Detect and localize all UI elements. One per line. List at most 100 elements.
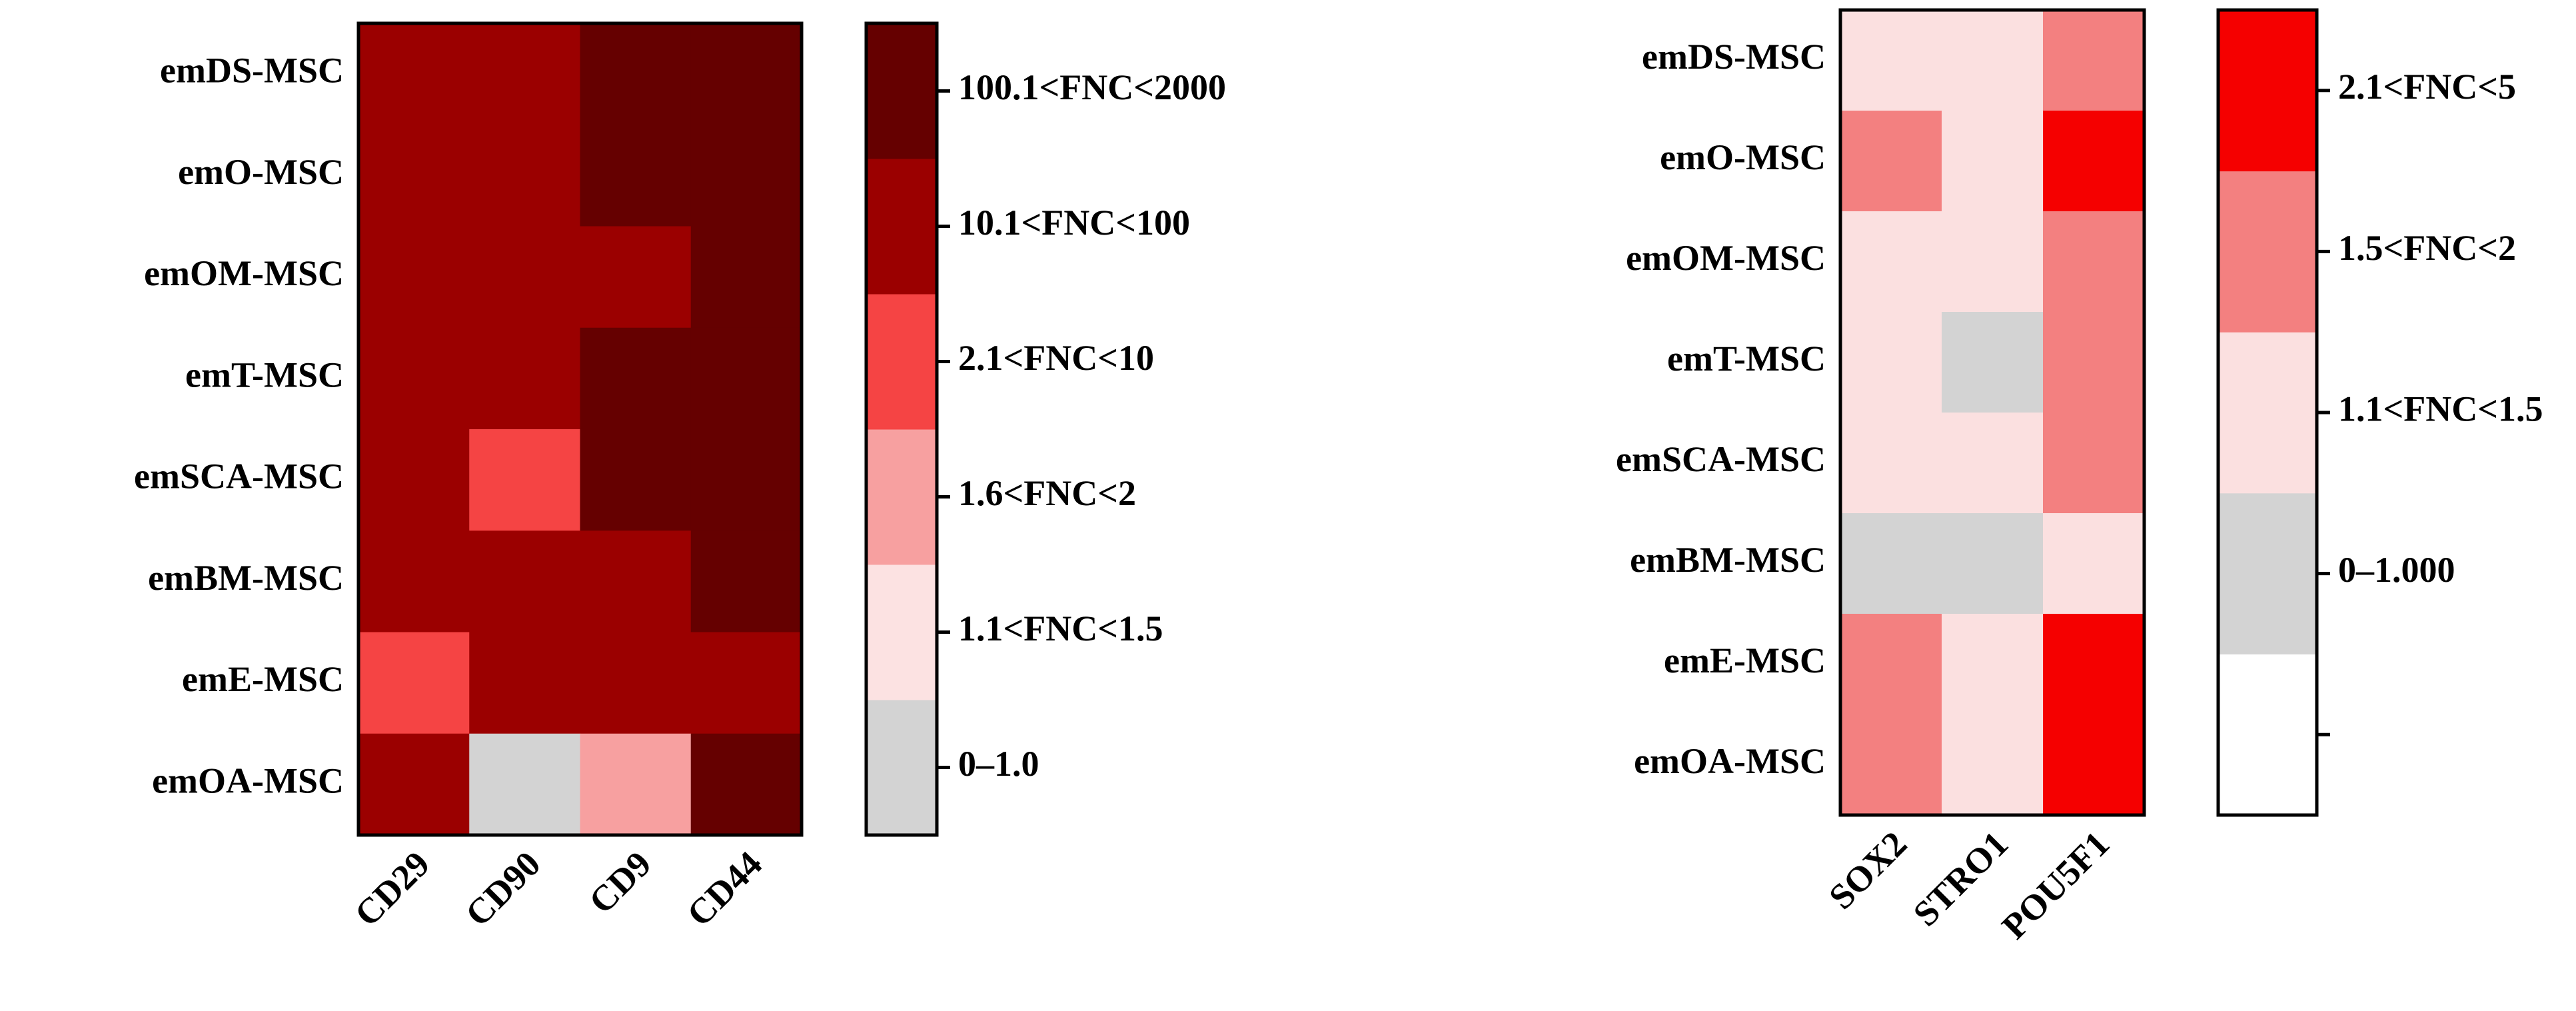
- row-label: emSCA-MSC: [134, 457, 344, 497]
- legend-bin: [866, 159, 937, 295]
- column-label: SOX2: [1821, 824, 1914, 917]
- heatmap-cell: [1942, 111, 2044, 212]
- heatmap-cell: [2043, 614, 2145, 715]
- legend-bin: [2218, 332, 2317, 494]
- heatmap-cell: [469, 530, 580, 632]
- heatmap-cell: [1840, 211, 1942, 313]
- row-label: emO-MSC: [178, 152, 344, 192]
- row-label: emOM-MSC: [144, 253, 344, 293]
- heatmap-cell: [469, 429, 580, 531]
- heatmap-cell: [358, 23, 470, 125]
- row-label: emBM-MSC: [1630, 540, 1826, 580]
- legend-bin: [2218, 493, 2317, 654]
- heatmap-cell: [2043, 413, 2145, 514]
- column-label: CD44: [679, 844, 770, 934]
- heatmap-cell: [580, 23, 692, 125]
- column-label: CD9: [581, 844, 659, 922]
- heatmap-cell: [1942, 10, 2044, 111]
- heatmap-cell: [469, 733, 580, 836]
- legend-bin: [866, 23, 937, 159]
- heatmap-cell: [580, 327, 692, 430]
- legend-label: 1.5<FNC<2: [2338, 228, 2516, 268]
- heatmap-cell: [1942, 714, 2044, 816]
- heatmap-cell: [690, 23, 802, 125]
- heatmap-cell: [358, 226, 470, 329]
- legend-label: 10.1<FNC<100: [958, 203, 1190, 243]
- row-label: emT-MSC: [1667, 339, 1826, 379]
- legend-label: 0–1.0: [958, 744, 1039, 784]
- legend-border: [864, 21, 939, 837]
- legend-bin: [2218, 171, 2317, 333]
- heatmap-cell: [469, 23, 580, 125]
- legend-label: 1.1<FNC<1.5: [958, 608, 1163, 648]
- heatmap-cell: [358, 125, 470, 227]
- row-label: emBM-MSC: [148, 558, 344, 598]
- row-label: emDS-MSC: [160, 51, 344, 91]
- row-label: emE-MSC: [1664, 640, 1826, 680]
- row-label: emT-MSC: [185, 355, 344, 395]
- heatmap-cell: [580, 125, 692, 227]
- legend-label: 1.1<FNC<1.5: [2338, 389, 2543, 429]
- heatmap-cell: [469, 327, 580, 430]
- heatmap-border: [1838, 8, 2146, 817]
- heatmap-cell: [580, 733, 692, 836]
- row-label: emDS-MSC: [1642, 37, 1826, 77]
- row-label: emO-MSC: [1660, 137, 1826, 177]
- legend-bin: [866, 700, 937, 836]
- heatmap-cell: [358, 733, 470, 836]
- heatmap-cell: [1942, 413, 2044, 514]
- heatmap-cell: [690, 632, 802, 734]
- legend-bin: [866, 564, 937, 700]
- heatmap-border: [356, 21, 804, 837]
- row-label: emOA-MSC: [152, 760, 344, 800]
- heatmap-cell: [1840, 614, 1942, 715]
- heatmap-cell: [358, 530, 470, 632]
- heatmap-cell: [580, 226, 692, 329]
- heatmap-cell: [1942, 513, 2044, 614]
- legend-border: [2216, 8, 2319, 817]
- heatmap-cell: [1942, 614, 2044, 715]
- column-label: CD90: [458, 844, 548, 934]
- heatmap-cell: [580, 429, 692, 531]
- heatmap-cell: [1840, 513, 1942, 614]
- heatmap-cell: [580, 632, 692, 734]
- heatmap-cell: [469, 125, 580, 227]
- row-label: emOA-MSC: [1634, 741, 1826, 781]
- row-label: emOM-MSC: [1626, 238, 1826, 278]
- heatmap-cell: [2043, 312, 2145, 413]
- heatmap-cell: [690, 530, 802, 632]
- row-label: emE-MSC: [182, 659, 344, 699]
- heatmap-cell: [690, 429, 802, 531]
- heatmap-cell: [2043, 10, 2145, 111]
- heatmap-cell: [1942, 312, 2044, 413]
- heatmap-cell: [469, 632, 580, 734]
- heatmap-cell: [469, 226, 580, 329]
- heatmap-cell: [2043, 714, 2145, 816]
- column-label: POU5F1: [1994, 824, 2118, 947]
- legend-bin: [2218, 654, 2317, 816]
- column-label: CD29: [347, 844, 438, 934]
- heatmap-cell: [2043, 211, 2145, 313]
- heatmap-cell: [2043, 111, 2145, 212]
- heatmap-cell: [2043, 513, 2145, 614]
- heatmap-cell: [1840, 111, 1942, 212]
- legend-label: 0–1.000: [2338, 550, 2455, 590]
- heatmap-cell: [1840, 714, 1942, 816]
- heatmap-cell: [1840, 10, 1942, 111]
- heatmap-cell: [690, 733, 802, 836]
- legend-bin: [866, 294, 937, 430]
- heatmap-cell: [358, 429, 470, 531]
- legend-bin: [866, 429, 937, 565]
- row-label: emSCA-MSC: [1616, 439, 1826, 479]
- legend-label: 2.1<FNC<10: [958, 338, 1154, 378]
- heatmap-cell: [580, 530, 692, 632]
- heatmap-cell: [358, 632, 470, 734]
- heatmap-cell: [1840, 413, 1942, 514]
- heatmap-cell: [358, 327, 470, 430]
- heatmap-cell: [690, 226, 802, 329]
- heatmap-cell: [690, 125, 802, 227]
- legend-label: 2.1<FNC<5: [2338, 67, 2516, 107]
- legend-label: 1.6<FNC<2: [958, 473, 1136, 513]
